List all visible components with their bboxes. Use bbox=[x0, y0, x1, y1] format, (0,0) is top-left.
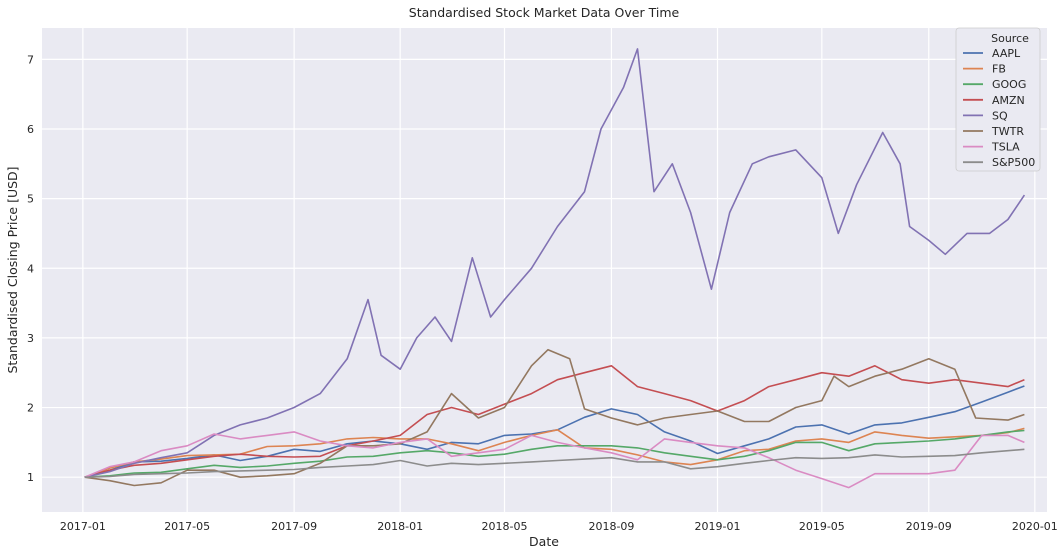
y-tick-label: 2 bbox=[27, 402, 34, 415]
series-line-goog bbox=[84, 429, 1025, 478]
legend-label: S&P500 bbox=[992, 156, 1035, 169]
x-tick-label: 2019-05 bbox=[799, 520, 845, 533]
x-tick-label: 2018-05 bbox=[482, 520, 528, 533]
series-lines bbox=[84, 48, 1026, 489]
x-tick-label: 2017-09 bbox=[271, 520, 317, 533]
y-tick-label: 5 bbox=[27, 193, 34, 206]
legend-label: SQ bbox=[992, 109, 1008, 122]
chart-title: Standardised Stock Market Data Over Time bbox=[409, 5, 680, 20]
y-tick-label: 7 bbox=[27, 53, 34, 66]
grid bbox=[42, 28, 1047, 512]
y-tick-label: 3 bbox=[27, 332, 34, 345]
legend-title: Source bbox=[991, 32, 1029, 45]
series-line-sp500 bbox=[84, 448, 1025, 478]
legend-label: TSLA bbox=[991, 141, 1020, 154]
x-axis-label: Date bbox=[529, 534, 559, 549]
series-line-amzn bbox=[84, 364, 1025, 478]
series-line-sq bbox=[84, 48, 1026, 478]
x-tick-label: 2019-01 bbox=[695, 520, 741, 533]
legend-label: FB bbox=[992, 63, 1006, 76]
legend-label: TWTR bbox=[991, 125, 1024, 138]
legend: Source AAPL FB GOOG AMZN SQ TWTR TSLA S&P500 bbox=[955, 27, 1041, 172]
x-tick-label: 2018-01 bbox=[377, 520, 423, 533]
legend-box bbox=[955, 27, 1041, 172]
series-line-tsla bbox=[84, 431, 1025, 489]
y-tick-label: 1 bbox=[27, 471, 34, 484]
legend-label: AMZN bbox=[992, 94, 1025, 107]
y-tick-label: 4 bbox=[27, 262, 34, 275]
series-line-twtr bbox=[84, 348, 1025, 487]
legend-label: AAPL bbox=[992, 47, 1021, 60]
x-tick-label: 2019-09 bbox=[906, 520, 952, 533]
legend-label: GOOG bbox=[992, 78, 1026, 91]
y-tick-label: 6 bbox=[27, 123, 34, 136]
x-tick-label: 2020-01 bbox=[1012, 520, 1058, 533]
x-tick-labels: 2017-01 2017-05 2017-09 2018-01 2018-05 2018-… bbox=[60, 520, 1058, 533]
y-tick-labels: 1 2 3 4 5 6 7 bbox=[27, 53, 34, 484]
x-tick-label: 2017-01 bbox=[60, 520, 106, 533]
x-tick-label: 2018-09 bbox=[588, 520, 634, 533]
x-tick-label: 2017-05 bbox=[164, 520, 210, 533]
y-axis-label: Standardised Closing Price [USD] bbox=[5, 166, 20, 373]
